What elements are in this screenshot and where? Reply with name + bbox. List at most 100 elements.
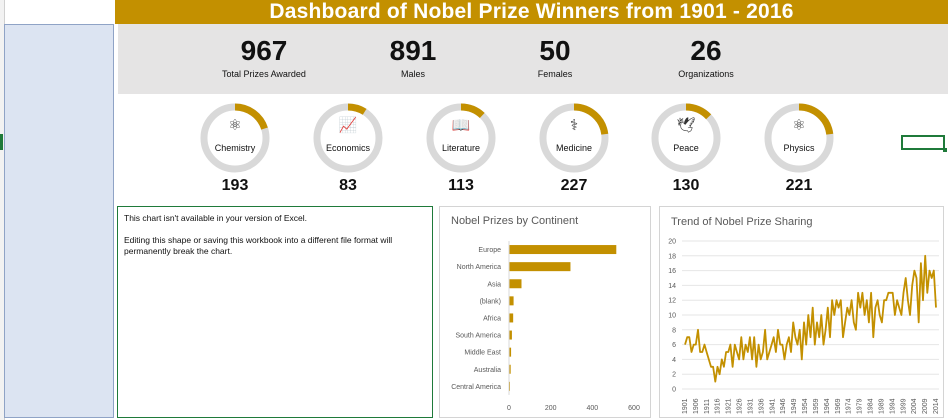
x-tick-label: 1979	[857, 398, 864, 414]
kpi-males: 891 Males	[343, 34, 483, 80]
x-tick-label: 400	[586, 405, 598, 412]
x-tick-label: 1921	[726, 398, 733, 414]
x-tick-label: 0	[507, 405, 511, 412]
x-tick-label: 1926	[737, 398, 744, 414]
y-tick-label: 6	[672, 342, 676, 349]
x-tick-label: 1901	[682, 398, 689, 414]
category-count: 227	[560, 177, 588, 194]
bar	[509, 347, 512, 357]
ring-fill	[539, 103, 609, 173]
donut-svg	[651, 103, 721, 173]
x-tick-label: 200	[545, 405, 557, 412]
x-tick-label: 1999	[900, 398, 907, 414]
fill-handle[interactable]	[943, 148, 947, 152]
x-tick-label: 1954	[802, 398, 809, 414]
selected-cell[interactable]	[901, 135, 945, 150]
bar-category-label: (blank)	[480, 298, 501, 305]
bar	[509, 313, 514, 323]
warning-line-2: Editing this shape or saving this workbo…	[124, 235, 393, 256]
kpi-total-prizes: 967 Total Prizes Awarded	[194, 34, 334, 80]
category-physics: ⚛ Physics 221	[763, 102, 835, 195]
continent-bar-chart: Europe North America Asia (blank) Africa Sout…	[451, 241, 640, 412]
x-tick-label: 1969	[835, 398, 842, 414]
sharing-line-chart: 0 2 4 6 8 10 12 14 16 18 20 1901 1906 1911 1916 1921 192…	[668, 239, 940, 415]
warning-line-1: This chart isn't available in your versi…	[124, 213, 308, 223]
kpi-value: 967	[240, 35, 288, 66]
bar-category-label: Central America	[451, 384, 501, 391]
y-tick-label: 4	[672, 357, 676, 364]
x-tick-label: 2004	[911, 398, 918, 414]
kpi-value: 50	[539, 35, 571, 66]
dashboard-title: Dashboard of Nobel Prize Winners from 19…	[115, 0, 948, 24]
chart-money-icon: 📈	[338, 117, 358, 134]
y-tick-label: 14	[668, 283, 676, 290]
bar-category-label: Europe	[478, 247, 501, 254]
category-name: Physics	[783, 143, 815, 153]
category-name: Medicine	[555, 143, 593, 153]
donut-ring: 🕊 Peace	[650, 102, 722, 174]
y-tick-label: 20	[668, 239, 676, 246]
kpi-label: Females	[537, 69, 573, 79]
category-count: 221	[785, 177, 813, 194]
active-row-marker	[0, 134, 3, 150]
x-tick-label: 1964	[824, 398, 831, 414]
bar	[509, 296, 514, 306]
category-count: 83	[339, 177, 357, 194]
x-tick-label: 1989	[878, 398, 885, 414]
bar	[509, 262, 571, 272]
y-tick-label: 12	[668, 298, 676, 305]
category-count: 130	[672, 177, 700, 194]
category-economics: 📈 Economics 83	[312, 102, 384, 195]
donut-ring: 📖 Literature	[425, 102, 497, 174]
blue-side-panel[interactable]	[4, 24, 114, 418]
kpi-label: Total Prizes Awarded	[222, 69, 306, 79]
continent-chart-card[interactable]: Nobel Prizes by Continent Europe North Am…	[439, 206, 651, 418]
category-chemistry: ⚛ Chemistry 193	[199, 102, 271, 195]
bar	[509, 330, 512, 340]
bar-category-label: Australia	[474, 367, 501, 374]
y-tick-label: 16	[668, 268, 676, 275]
bar	[509, 245, 617, 255]
category-medicine: ⚕ Medicine 227	[538, 102, 610, 195]
y-tick-label: 8	[672, 327, 676, 334]
donut-ring: ⚕ Medicine	[538, 102, 610, 174]
x-tick-label: 1959	[813, 398, 820, 414]
x-tick-label: 1931	[747, 398, 754, 414]
donut-ring: ⚛ Chemistry	[199, 102, 271, 174]
y-tick-label: 10	[668, 313, 676, 320]
category-name: Peace	[673, 143, 699, 153]
y-tick-label: 0	[672, 387, 676, 394]
category-literature: 📖 Literature 113	[425, 102, 497, 195]
kpi-band: 967 Total Prizes Awarded 891 Males 50 Fe…	[118, 24, 948, 94]
category-count: 113	[448, 177, 474, 194]
x-tick-label: 1911	[704, 399, 711, 414]
x-tick-label: 1974	[846, 398, 853, 414]
x-tick-label: 2009	[922, 398, 929, 414]
kpi-value: 26	[690, 35, 722, 66]
dove-icon: 🕊	[676, 117, 696, 134]
category-name: Economics	[325, 143, 370, 153]
x-tick-label: 1994	[889, 398, 896, 414]
y-tick-label: 18	[668, 253, 676, 260]
bar-category-label: North America	[457, 264, 501, 271]
kpi-value: 891	[389, 35, 437, 66]
category-peace: 🕊 Peace 130	[650, 102, 722, 195]
sharing-trend-chart-card[interactable]: Trend of Nobel Prize Sharing 0 2 4 6 8 10 12 14…	[659, 206, 944, 418]
ring-fill	[764, 103, 834, 173]
book-icon: 📖	[451, 117, 471, 134]
bar-category-label: Asia	[487, 281, 501, 288]
bar	[509, 364, 511, 374]
kpi-females: 50 Females	[485, 34, 625, 80]
x-tick-label: 1941	[769, 398, 776, 414]
x-tick-label: 1946	[780, 398, 787, 414]
unsupported-chart-placeholder[interactable]: This chart isn't available in your versi…	[117, 206, 433, 418]
donut-svg	[313, 103, 383, 173]
ring-fill	[426, 103, 496, 173]
kpi-label: Organizations	[678, 69, 734, 79]
atom-molecule-icon: ⚛	[228, 117, 242, 134]
x-tick-label: 1906	[693, 398, 700, 414]
x-tick-label: 2014	[933, 398, 940, 414]
category-name: Literature	[441, 143, 481, 153]
bar-category-label: South America	[455, 333, 501, 340]
kpi-organizations: 26 Organizations	[636, 34, 776, 80]
